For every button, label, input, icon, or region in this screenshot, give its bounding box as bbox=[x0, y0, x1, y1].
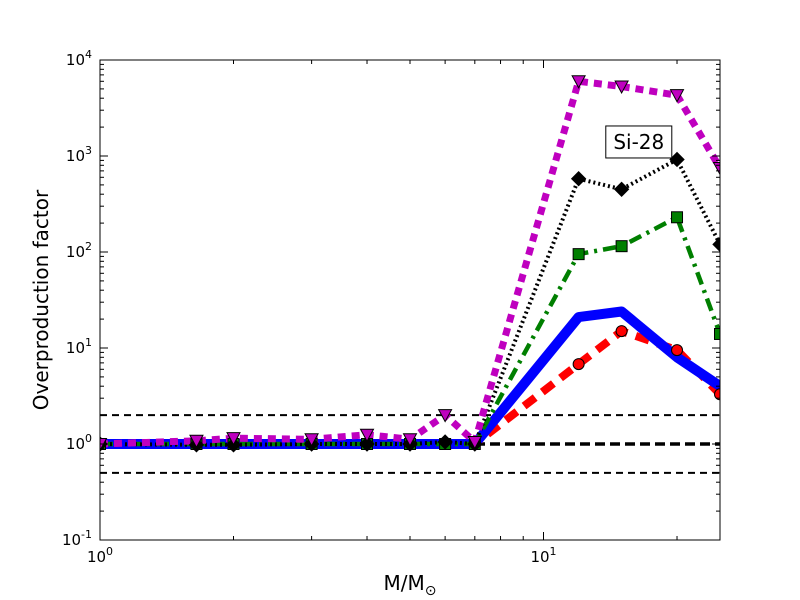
data-point bbox=[189, 434, 204, 449]
data-point bbox=[669, 89, 685, 103]
data-point bbox=[572, 248, 585, 261]
data-point bbox=[304, 433, 319, 447]
annotation-frame bbox=[605, 125, 673, 159]
y-tick-label: 102 bbox=[66, 240, 92, 261]
y-tick-label: 101 bbox=[66, 336, 92, 357]
data-point bbox=[572, 358, 585, 371]
y-tick-label: 100 bbox=[66, 432, 92, 453]
x-axis-title: M/M⊙ bbox=[384, 571, 437, 599]
data-point bbox=[714, 388, 720, 401]
data-point bbox=[359, 436, 375, 452]
series-line-2 bbox=[100, 215, 720, 447]
data-point bbox=[437, 409, 453, 423]
data-point bbox=[669, 151, 685, 168]
y-tick-label: 10-1 bbox=[62, 528, 92, 549]
x-tick-label: 101 bbox=[530, 545, 556, 566]
data-point bbox=[714, 327, 720, 340]
annotation-label: Si-28 bbox=[613, 130, 664, 154]
y-tick-label: 103 bbox=[66, 144, 92, 165]
data-point bbox=[712, 236, 720, 253]
data-point bbox=[615, 240, 628, 253]
data-point bbox=[615, 325, 628, 338]
annotation-box: Si-28 bbox=[605, 125, 673, 159]
data-point bbox=[226, 432, 241, 446]
y-tick-label: 104 bbox=[66, 48, 92, 69]
data-point bbox=[402, 433, 418, 447]
data-point bbox=[359, 428, 375, 443]
data-point bbox=[571, 75, 586, 89]
data-point bbox=[671, 344, 684, 357]
data-point bbox=[467, 435, 483, 450]
x-tick-label: 100 bbox=[87, 545, 113, 566]
y-axis-title: Overproduction factor bbox=[29, 189, 53, 410]
data-point bbox=[570, 171, 587, 187]
data-point bbox=[614, 80, 629, 95]
data-point bbox=[671, 211, 684, 224]
marker-layer bbox=[100, 75, 720, 453]
data-point bbox=[613, 181, 630, 197]
data-point bbox=[437, 434, 453, 450]
series-line-4 bbox=[100, 77, 720, 448]
